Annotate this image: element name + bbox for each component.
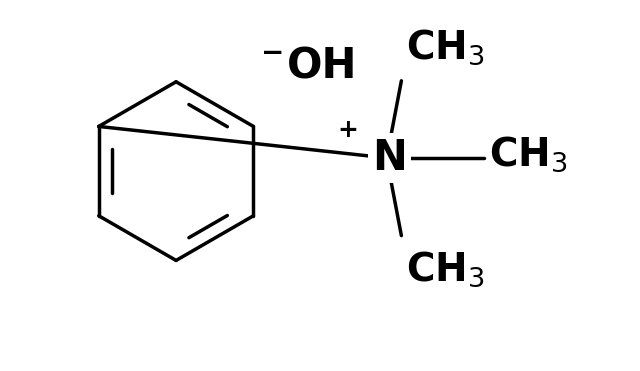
Text: OH: OH [287,46,357,88]
Text: N: N [372,137,407,179]
Text: CH$_3$: CH$_3$ [406,27,485,67]
Text: CH$_3$: CH$_3$ [489,134,567,174]
Text: CH$_3$: CH$_3$ [406,250,485,289]
Text: −: − [260,39,284,67]
Text: +: + [337,118,358,142]
